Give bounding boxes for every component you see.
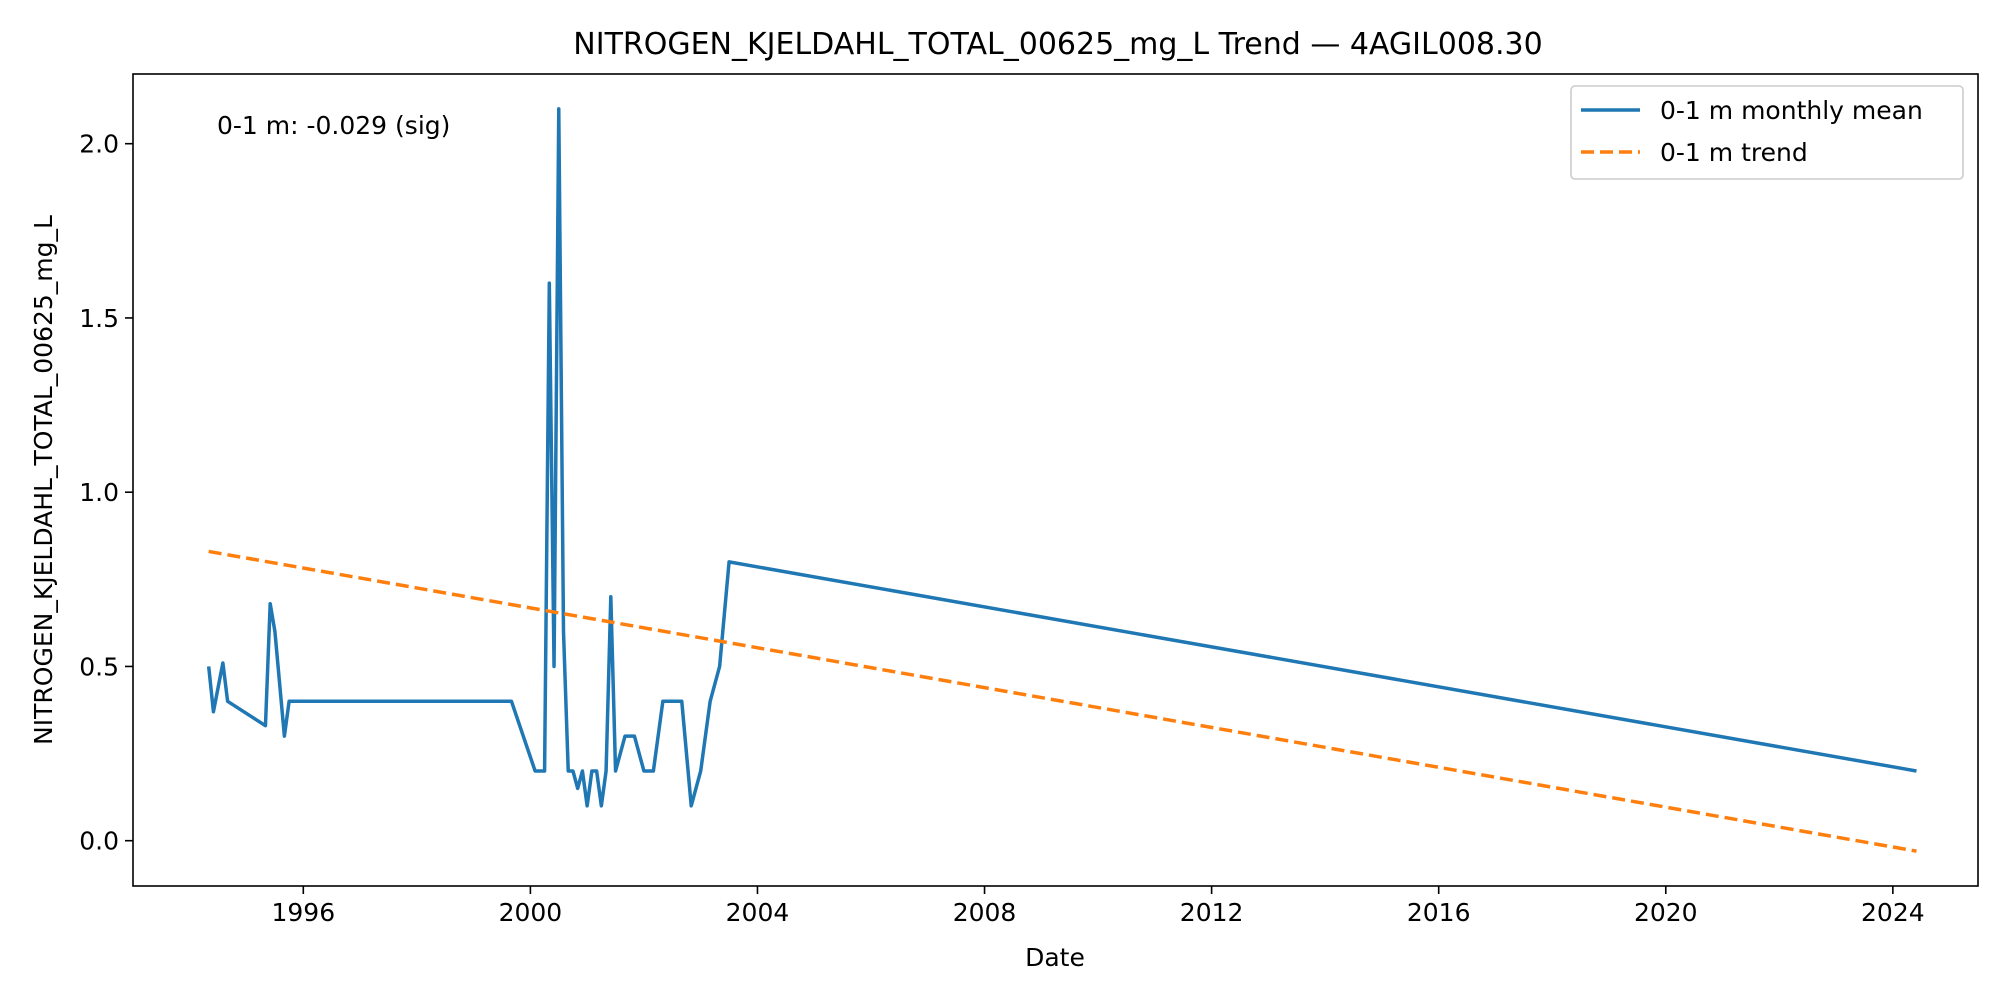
monthly-mean-line (206, 107, 1917, 808)
y-axis-title: NITROGEN_KJELDAHL_TOTAL_00625_mg_L (29, 215, 58, 745)
chart-title: NITROGEN_KJELDAHL_TOTAL_00625_mg_L Trend… (573, 27, 1542, 62)
legend-label-monthly-mean: 0-1 m monthly mean (1660, 96, 1923, 125)
plot-frame (132, 73, 1979, 887)
legend-box (1570, 85, 1964, 180)
trend-annotation: 0-1 m: -0.029 (sig) (217, 111, 450, 140)
y-axis: 0.0 0.5 1.0 1.5 2.0 (79, 130, 133, 856)
x-axis-title: Date (1025, 943, 1085, 972)
x-tick-label: 2016 (1407, 898, 1471, 927)
x-tick-label: 2004 (726, 898, 790, 927)
x-tick-label: 2008 (953, 898, 1017, 927)
x-tick-label: 1996 (271, 898, 335, 927)
trend-line (208, 549, 1917, 853)
legend-label-trend: 0-1 m trend (1660, 138, 1808, 167)
legend: 0-1 m monthly mean 0-1 m trend (1570, 85, 1964, 180)
plot-data (206, 107, 1917, 853)
x-tick-label: 2012 (1180, 898, 1244, 927)
y-tick-label: 1.5 (79, 304, 119, 333)
y-tick-label: 0.0 (79, 827, 119, 856)
x-tick-label: 2020 (1634, 898, 1698, 927)
y-tick-label: 1.0 (79, 478, 119, 507)
y-tick-label: 0.5 (79, 652, 119, 681)
x-axis: 1996 2000 2004 2008 2012 2016 2020 2024 (271, 886, 1925, 927)
x-tick-label: 2024 (1861, 898, 1925, 927)
x-tick-label: 2000 (499, 898, 563, 927)
y-tick-label: 2.0 (79, 130, 119, 159)
